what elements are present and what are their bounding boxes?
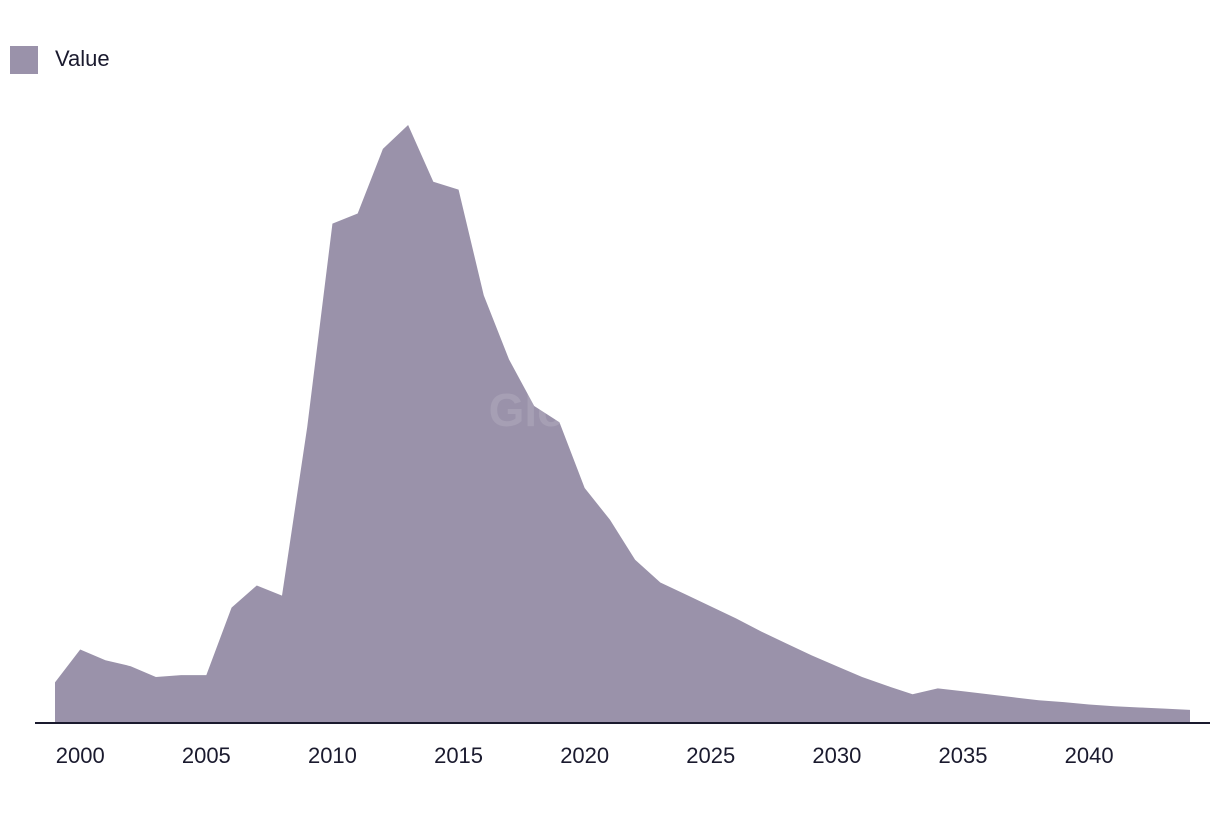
data-point [380, 146, 386, 152]
data-point [834, 663, 840, 669]
data-point [329, 221, 335, 227]
area-series-value [55, 125, 1190, 723]
data-point [683, 591, 689, 597]
data-point [582, 485, 588, 491]
data-point [128, 663, 134, 669]
x-tick-label: 2015 [434, 743, 483, 768]
x-tick-label: 2005 [182, 743, 231, 768]
x-tick-label: 2010 [308, 743, 357, 768]
data-point [910, 691, 916, 697]
legend: Value [10, 46, 110, 74]
data-point [1061, 699, 1067, 705]
data-point [783, 640, 789, 646]
data-point [430, 179, 436, 185]
data-point [758, 629, 764, 635]
data-point [1137, 704, 1143, 710]
data-point [279, 593, 285, 599]
x-tick-label: 2040 [1065, 743, 1114, 768]
data-point [809, 652, 815, 658]
plot-area [52, 122, 1193, 723]
data-point [733, 615, 739, 621]
data-point [304, 424, 310, 430]
x-tick-label: 2030 [812, 743, 861, 768]
data-point [884, 683, 890, 689]
data-point [102, 657, 108, 663]
watermark: GlobalData [489, 384, 732, 436]
data-point [1010, 694, 1016, 700]
x-tick-label: 2025 [686, 743, 735, 768]
data-point [859, 674, 865, 680]
data-point [456, 187, 462, 193]
data-point [1187, 707, 1193, 713]
data-point [178, 672, 184, 678]
data-point [1162, 706, 1168, 712]
data-point [153, 674, 159, 680]
data-point [405, 122, 411, 128]
x-tick-label: 2035 [939, 743, 988, 768]
data-point [657, 579, 663, 585]
data-point [77, 646, 83, 652]
data-point [52, 679, 58, 685]
data-point [1111, 703, 1117, 709]
legend-swatch-value [10, 46, 38, 74]
data-point [935, 685, 941, 691]
data-point [985, 691, 991, 697]
data-point [229, 605, 235, 611]
x-tick-label: 2020 [560, 743, 609, 768]
data-point [355, 211, 361, 217]
data-point [506, 356, 512, 362]
data-point [607, 517, 613, 523]
data-point [708, 603, 714, 609]
data-point [632, 557, 638, 563]
x-axis-tick-labels: 2000 2005 2010 2015 2020 2025 2030 2035 2040 [56, 743, 1114, 768]
data-point [1086, 701, 1092, 707]
data-point [1036, 697, 1042, 703]
data-point [254, 582, 260, 588]
data-point [203, 672, 209, 678]
legend-label-value: Value [55, 46, 110, 71]
x-tick-label: 2000 [56, 743, 105, 768]
data-point [481, 292, 487, 298]
data-point [960, 688, 966, 694]
